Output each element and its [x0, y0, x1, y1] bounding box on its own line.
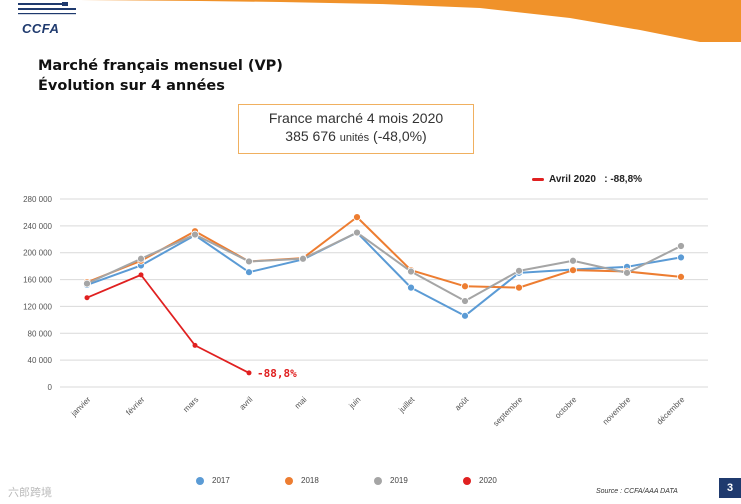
data-point-2019 — [191, 230, 199, 239]
page-number: 3 — [719, 478, 741, 498]
data-point-2019 — [515, 266, 523, 275]
data-point-2017 — [461, 311, 469, 320]
series-line-2019 — [86, 231, 682, 303]
x-tick-label: juin — [347, 395, 363, 411]
watermark-text: 六郎跨境 — [8, 487, 52, 499]
data-point-2018 — [461, 282, 469, 291]
data-point-2019 — [245, 257, 253, 266]
x-tick-label: septembre — [491, 395, 524, 428]
series-line-2017 — [86, 231, 682, 317]
x-tick-label: février — [124, 395, 146, 417]
summary-line-2: 385 676 unités (-48,0%) — [239, 128, 473, 144]
data-point-2019 — [623, 268, 631, 277]
avril-label-text: Avril 2020 — [549, 174, 596, 185]
legend-2017-label: 2017 — [212, 476, 230, 485]
summary-value: 385 676 — [285, 128, 336, 144]
data-point-2020 — [138, 272, 144, 278]
x-tick-label: janvier — [69, 395, 93, 419]
y-tick-label: 80 000 — [28, 329, 53, 338]
avril-swatch — [532, 177, 544, 181]
title-line-2: Évolution sur 4 années — [38, 78, 225, 94]
source-text: Source : CCFA/AAA DATA — [596, 488, 678, 495]
april-2020-data-label: -88,8% — [257, 367, 297, 380]
legend-2020-label: 2020 — [479, 476, 497, 485]
data-point-2020 — [192, 342, 198, 348]
header-banner — [80, 0, 741, 42]
legend-2020: 2020 — [463, 476, 497, 485]
data-point-2017 — [407, 283, 415, 292]
ccfa-logo-text: CCFA — [22, 21, 60, 36]
y-tick-label: 0 — [48, 383, 53, 392]
data-point-2018 — [677, 272, 685, 281]
data-point-2017 — [245, 268, 253, 277]
summary-line-1: France marché 4 mois 2020 — [268, 110, 444, 126]
data-point-2019 — [299, 254, 307, 263]
series-line-2020 — [86, 273, 250, 374]
x-tick-label: avril — [238, 395, 255, 412]
x-tick-label: décembre — [655, 395, 687, 427]
data-point-2019 — [407, 267, 415, 276]
legend-2017: 2017 — [196, 476, 230, 485]
data-point-2020 — [84, 295, 90, 301]
legend-2019-marker — [374, 476, 382, 485]
data-point-2017 — [677, 253, 685, 262]
avril-value-text: : -88,8% — [604, 174, 643, 185]
y-tick-label: 200 000 — [23, 249, 52, 258]
data-point-2019 — [83, 279, 91, 288]
data-point-2019 — [569, 256, 577, 265]
y-tick-label: 280 000 — [23, 195, 52, 204]
data-point-2018 — [569, 266, 577, 275]
data-point-2018 — [515, 283, 523, 292]
legend-2019-label: 2019 — [390, 476, 408, 485]
x-tick-label: mars — [181, 395, 200, 414]
x-tick-label: octobre — [553, 395, 579, 421]
x-tick-label: mai — [293, 395, 309, 411]
ccfa-logo-icon — [18, 2, 76, 15]
y-tick-label: 120 000 — [23, 302, 52, 311]
y-tick-label: 40 000 — [28, 356, 53, 365]
series-line-2018 — [86, 216, 682, 289]
data-point-2019 — [677, 242, 685, 250]
title-line-1: Marché français mensuel (VP) — [38, 58, 283, 74]
legend-2018-marker — [285, 476, 293, 485]
legend-2019: 2019 — [374, 476, 408, 485]
data-point-2020 — [246, 370, 252, 376]
summary-box: France marché 4 mois 2020 385 676 unités… — [238, 104, 474, 154]
page-title: Marché français mensuel (VP) Évolution s… — [38, 56, 283, 96]
legend-2018: 2018 — [285, 476, 319, 485]
data-point-2019 — [137, 254, 145, 263]
legend-2017-marker — [196, 476, 204, 485]
data-point-2019 — [353, 228, 361, 237]
line-chart: 0 40 000 80 000 120 000 160 000 200 000 240 00… — [23, 195, 708, 428]
summary-units: unités — [339, 132, 370, 144]
legend-2020-marker — [463, 476, 471, 485]
y-tick-label: 160 000 — [23, 276, 52, 285]
x-tick-label: juillet — [396, 395, 417, 416]
legend-2018-label: 2018 — [301, 476, 319, 485]
avril-annotation: Avril 2020 : -88,8% — [532, 174, 642, 185]
y-tick-label: 240 000 — [23, 222, 52, 231]
x-tick-label: novembre — [601, 395, 633, 427]
data-point-2018 — [353, 213, 361, 222]
summary-change: (-48,0%) — [373, 128, 427, 144]
x-tick-label: août — [453, 395, 471, 413]
data-point-2019 — [461, 297, 469, 305]
